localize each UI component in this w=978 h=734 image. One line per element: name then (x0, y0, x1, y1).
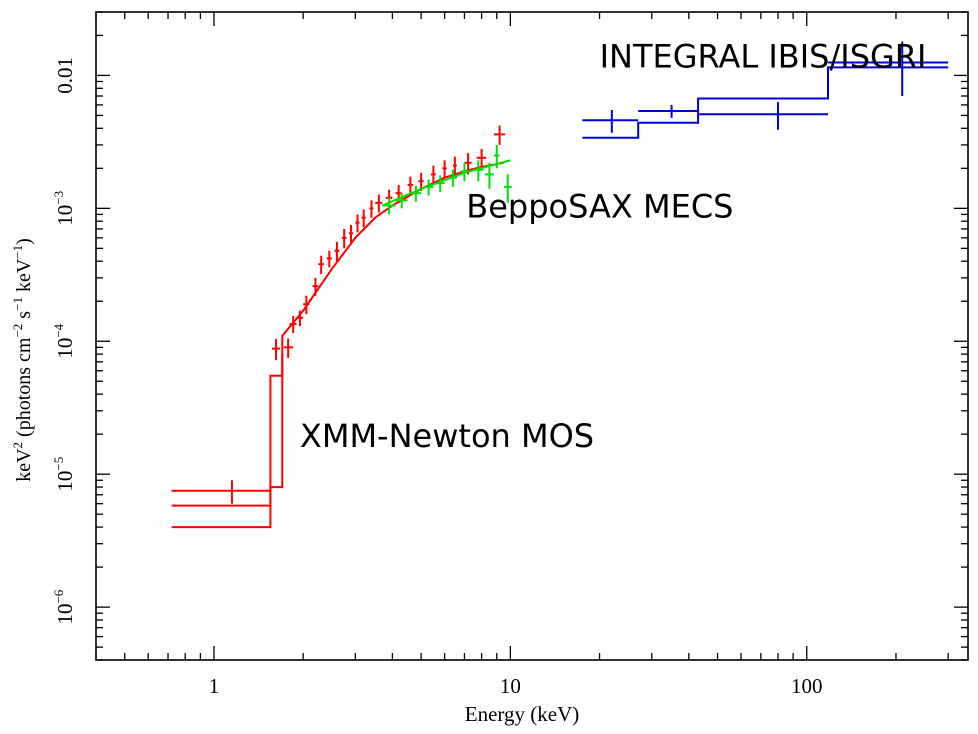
instrument-annotation: XMM-Newton MOS (300, 417, 594, 455)
model-line (171, 161, 504, 507)
annotations: INTEGRAL IBIS/ISGRI BeppoSAX MECS XMM-Newt… (300, 37, 927, 455)
series-1 (382, 144, 512, 215)
x-tick-label: 10 (500, 674, 521, 698)
plot-frame (95, 11, 969, 661)
model-line (582, 66, 949, 139)
y-tick-labels: 10−6 10−5 10−4 10−3 0.01 (51, 57, 77, 624)
x-tick-labels: 1 10 100 (209, 674, 823, 698)
x-tick-label: 100 (791, 674, 823, 698)
y-tick-label: 10−6 (51, 589, 77, 624)
series-2 (582, 41, 949, 139)
series-0 (171, 125, 506, 529)
y-tick-label: 0.01 (53, 57, 77, 94)
axis-ticks (95, 11, 968, 661)
series-layer (171, 41, 949, 529)
x-tick-label: 1 (209, 674, 220, 698)
y-axis-title: keV2 (photons cm−2 s−1 keV−1) (10, 238, 35, 482)
y-tick-label: 10−4 (51, 323, 77, 358)
y-tick-label: 10−3 (51, 191, 77, 226)
x-axis-title: Energy (keV) (465, 702, 580, 726)
y-tick-label: 10−5 (51, 457, 77, 492)
instrument-annotation: INTEGRAL IBIS/ISGRI (600, 37, 927, 75)
model-line-low (171, 354, 284, 529)
instrument-annotation: BeppoSAX MECS (466, 188, 733, 226)
